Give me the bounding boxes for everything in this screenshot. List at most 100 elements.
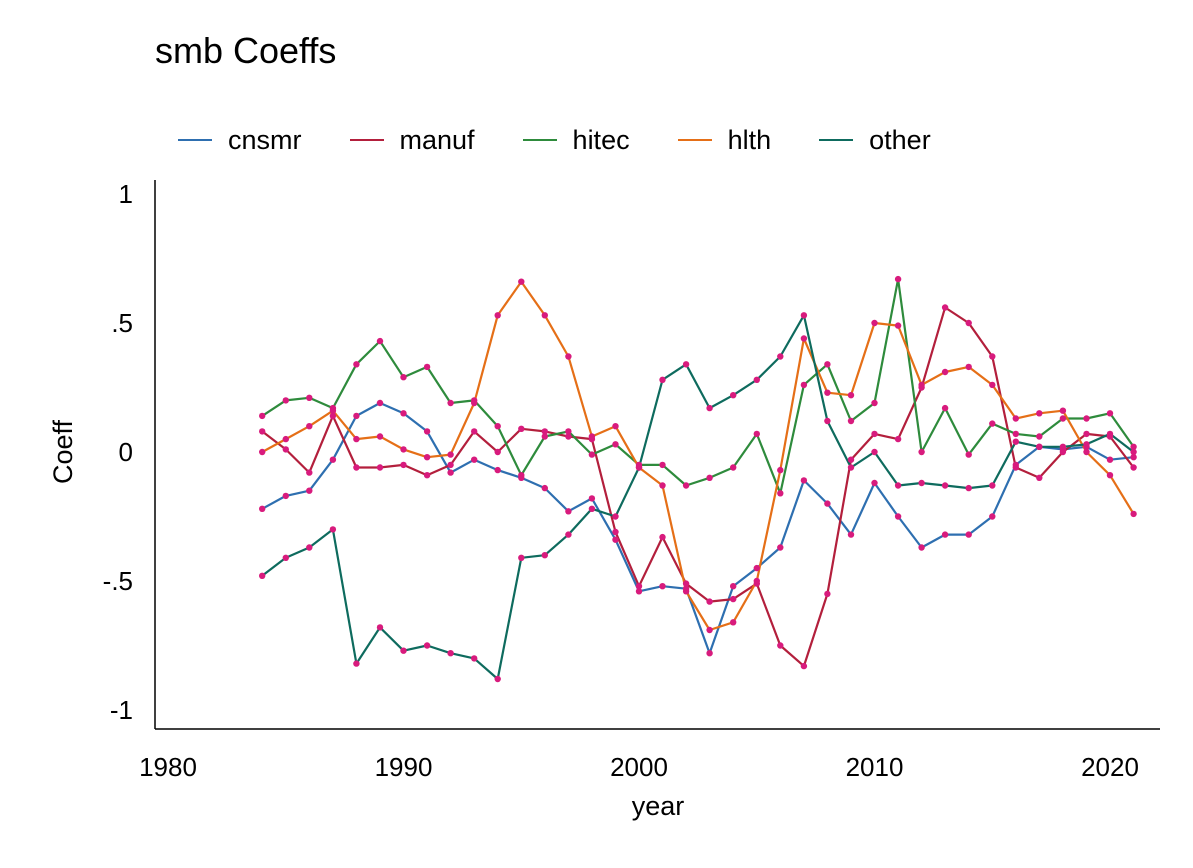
data-point-other [918, 479, 925, 487]
data-point-cnsmr [1130, 454, 1137, 461]
series-line-other [261, 314, 1135, 681]
data-point-cnsmr [494, 466, 501, 474]
data-point-manuf [659, 533, 666, 541]
y-tick-label: .5 [111, 308, 133, 338]
data-point-hitec [753, 430, 760, 438]
data-point-manuf [353, 464, 360, 471]
legend-label: hitec [572, 124, 630, 155]
series-line-hlth [261, 280, 1135, 632]
data-point-hlth [1083, 448, 1090, 456]
data-point-other [941, 482, 949, 489]
data-point-hlth [941, 368, 949, 376]
data-point-hlth [777, 466, 784, 474]
data-point-hlth [376, 433, 384, 440]
data-point-cnsmr [471, 456, 478, 463]
data-point-manuf [989, 353, 996, 360]
legend: cnsmr manuf hitec hlth other [178, 120, 979, 160]
data-point-other [730, 392, 737, 399]
legend-item-hitec: hitec [522, 124, 630, 156]
data-point-hitec [777, 490, 784, 497]
data-point-manuf [1130, 464, 1137, 471]
data-point-hlth [894, 322, 902, 329]
data-point-other [1036, 443, 1043, 450]
data-point-hlth [871, 319, 878, 327]
data-point-hlth [471, 399, 478, 407]
data-point-hitec [800, 381, 808, 389]
series-line-hitec [261, 278, 1135, 495]
data-point-other [1059, 443, 1067, 450]
data-point-hlth [730, 619, 737, 626]
chart-title: smb Coeffs [155, 30, 337, 71]
data-point-hitec [494, 423, 501, 430]
data-point-hlth [400, 446, 407, 453]
data-point-hitec [659, 461, 666, 469]
x-axis-label: year [632, 791, 685, 821]
legend-label: hlth [727, 124, 772, 155]
data-point-hlth [259, 448, 266, 456]
data-point-hlth [353, 435, 360, 443]
data-point-other [800, 312, 808, 319]
data-point-hlth [847, 392, 855, 399]
data-point-manuf [447, 461, 454, 469]
data-point-other [376, 624, 384, 631]
data-point-cnsmr [847, 531, 855, 538]
data-point-cnsmr [800, 477, 808, 484]
data-point-hitec [565, 428, 572, 435]
data-point-hitec [447, 399, 454, 407]
data-point-hlth [918, 381, 925, 389]
data-point-manuf [1083, 430, 1090, 438]
data-point-cnsmr [753, 564, 760, 572]
data-point-cnsmr [941, 531, 949, 538]
data-point-manuf [423, 472, 431, 479]
data-point-other [1106, 430, 1114, 438]
data-point-cnsmr [777, 544, 784, 551]
data-point-manuf [706, 598, 713, 605]
data-point-hlth [1059, 407, 1067, 414]
data-point-hitec [518, 472, 525, 479]
data-point-cnsmr [706, 650, 713, 657]
x-tick-label: 2020 [1081, 752, 1139, 782]
data-point-manuf [1012, 464, 1019, 471]
data-point-hitec [376, 337, 384, 345]
data-point-other [400, 647, 407, 654]
data-point-hlth [329, 407, 337, 414]
data-point-other [447, 650, 454, 657]
data-point-hitec [612, 441, 619, 448]
data-point-hitec [989, 420, 996, 427]
data-point-manuf [871, 430, 878, 438]
data-point-hlth [800, 335, 808, 342]
data-point-manuf [329, 412, 337, 420]
data-point-hlth [824, 389, 831, 396]
data-point-cnsmr [824, 500, 831, 507]
data-point-cnsmr [659, 583, 666, 590]
y-tick-label: -1 [110, 695, 133, 725]
data-point-hitec [847, 417, 855, 425]
data-point-hlth [989, 381, 996, 389]
data-point-other [423, 642, 431, 649]
data-point-cnsmr [635, 588, 643, 595]
data-point-hlth [306, 423, 313, 430]
data-point-hitec [282, 397, 289, 404]
data-point-manuf [376, 464, 384, 471]
data-point-manuf [612, 528, 619, 536]
data-point-hlth [518, 278, 525, 285]
data-point-cnsmr [989, 513, 996, 520]
legend-label: manuf [399, 124, 475, 155]
data-point-other [259, 572, 266, 579]
data-point-hitec [259, 412, 266, 420]
data-point-other [1083, 441, 1090, 448]
data-point-hlth [753, 577, 760, 585]
data-point-hitec [682, 482, 690, 489]
data-point-other [494, 675, 501, 683]
data-point-hitec [730, 464, 737, 471]
data-point-manuf [306, 469, 313, 476]
data-point-manuf [777, 642, 784, 649]
data-point-hlth [965, 363, 972, 371]
legend-item-manuf: manuf [349, 124, 475, 156]
data-point-other [635, 464, 643, 471]
legend-swatch [677, 139, 712, 141]
data-point-cnsmr [894, 513, 902, 520]
legend-item-cnsmr: cnsmr [178, 125, 302, 156]
